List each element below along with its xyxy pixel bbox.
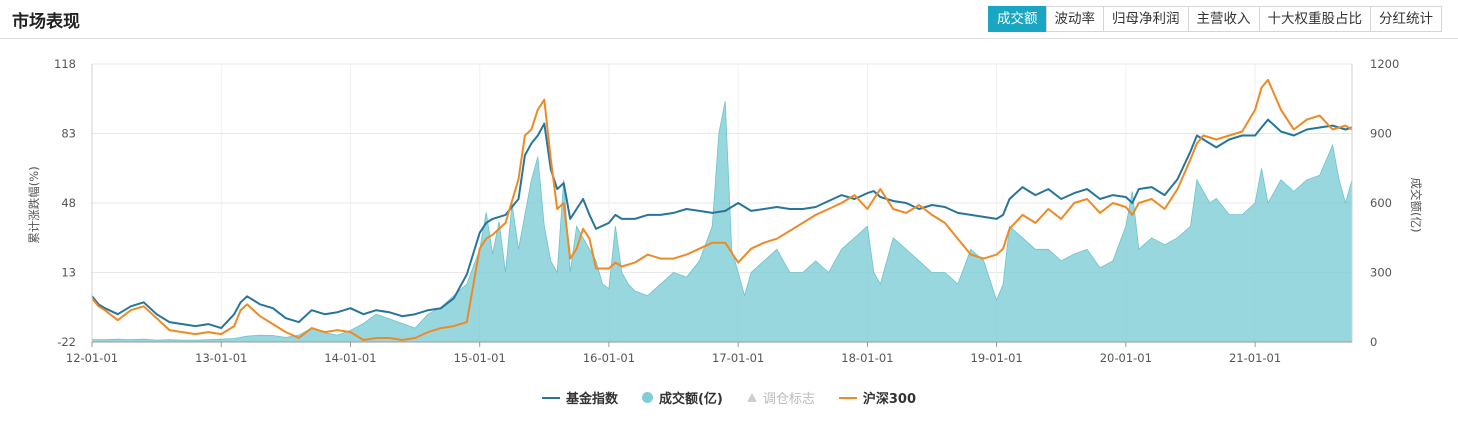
- x-tick-label: 17-01-01: [712, 351, 764, 365]
- x-tick-label: 20-01-01: [1100, 351, 1152, 365]
- tab-turnover[interactable]: 成交额: [988, 6, 1047, 32]
- x-tick-label: 16-01-01: [583, 351, 635, 365]
- hs300-line: [91, 78, 1353, 341]
- legend-line-icon: [541, 396, 560, 399]
- y2-tick-label: 300: [1370, 266, 1392, 280]
- x-tick-label: 14-01-01: [324, 351, 376, 365]
- y2-tick-label: 600: [1370, 196, 1392, 210]
- x-tick-label: 21-01-01: [1229, 351, 1281, 365]
- turnover-area: [91, 101, 1353, 343]
- legend-triangle-icon: [746, 393, 757, 402]
- legend-dot-icon: [641, 392, 653, 403]
- tab-volatility[interactable]: 波动率: [1045, 6, 1104, 32]
- y-tick-label: 48: [61, 196, 76, 210]
- tab-net-profit[interactable]: 归母净利润: [1103, 6, 1189, 32]
- legend-label: 调仓标志: [762, 392, 815, 407]
- y2-tick-label: 1200: [1370, 57, 1399, 71]
- x-tick-label: 19-01-01: [971, 351, 1023, 365]
- axes: 118 1200 83 900 48 600 13 300 -22 0 12-01-01 13-01-…: [54, 57, 1399, 365]
- x-tick-label: 18-01-01: [841, 351, 893, 365]
- y-tick-label: -22: [57, 335, 76, 349]
- y2-axis-label: 成交额(亿): [1409, 178, 1423, 233]
- legend-item-fund-index[interactable]: 基金指数: [541, 388, 618, 407]
- tab-top10-weight[interactable]: 十大权重股占比: [1258, 6, 1371, 32]
- header: 市场表现 成交额 波动率 归母净利润 主营收入 十大权重股占比 分红统计: [0, 0, 1458, 39]
- market-chart: 118 1200 83 900 48 600 13 300 -22 0 12-01-01 13-01-…: [27, 57, 1423, 365]
- y-tick-label: 13: [61, 266, 76, 280]
- legend-item-rebalance[interactable]: 调仓标志: [746, 388, 815, 407]
- legend-item-hs300[interactable]: 沪深300: [838, 388, 917, 407]
- turnover-area-layer: [91, 101, 1353, 343]
- legend-item-turnover[interactable]: 成交额(亿): [641, 388, 723, 407]
- tab-dividend[interactable]: 分红统计: [1370, 6, 1442, 32]
- legend-label: 基金指数: [565, 392, 618, 407]
- legend-line-icon: [838, 396, 857, 399]
- x-tick-label: 13-01-01: [195, 351, 247, 365]
- legend-label: 沪深300: [862, 392, 917, 407]
- line-series-layer: [91, 78, 1353, 341]
- tab-main-revenue[interactable]: 主营收入: [1187, 6, 1260, 32]
- y-tick-label: 118: [54, 57, 76, 71]
- y2-tick-label: 900: [1370, 127, 1392, 141]
- y2-tick-label: 0: [1370, 335, 1377, 349]
- fund-index-line: [91, 118, 1353, 330]
- x-tick-label: 15-01-01: [454, 351, 506, 365]
- page-title: 市场表现: [12, 12, 80, 32]
- tab-bar: 成交额 波动率 归母净利润 主营收入 十大权重股占比 分红统计: [988, 6, 1442, 32]
- x-tick-label: 12-01-01: [66, 351, 118, 365]
- legend-label: 成交额(亿): [658, 392, 723, 407]
- y-tick-label: 83: [61, 127, 76, 141]
- legend: 基金指数 成交额(亿) 调仓标志 沪深300: [0, 388, 1458, 407]
- y-axis-label: 累计涨跌幅(%): [27, 166, 41, 243]
